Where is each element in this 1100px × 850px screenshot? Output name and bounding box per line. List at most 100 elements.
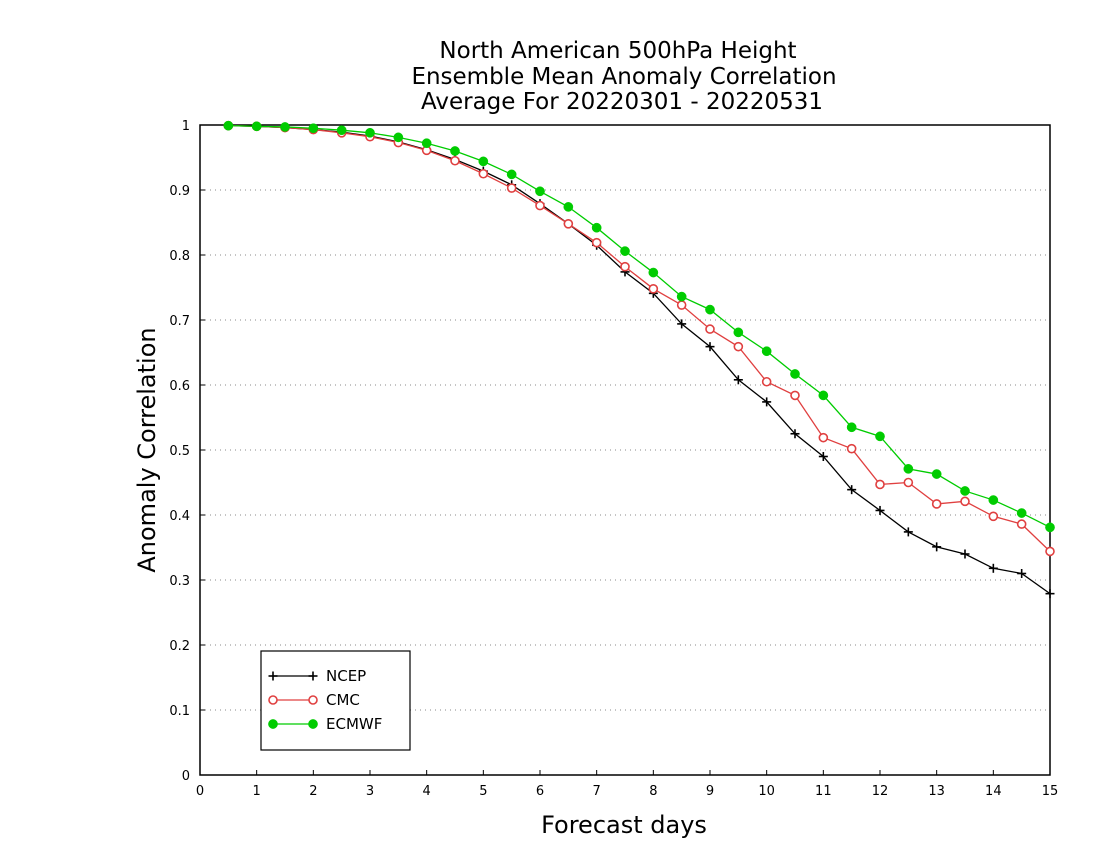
point-ecmwf-0 — [223, 120, 234, 131]
point-ncep-27 — [988, 563, 998, 573]
x-tick-label-12: 12 — [872, 784, 889, 799]
legend-marker-ncep-start — [268, 671, 278, 681]
y-tick-label-4: 0.4 — [169, 509, 190, 524]
y-tick-label-10: 1 — [182, 119, 190, 134]
chart-title: North American 500hPa Height Ensemble Me… — [411, 38, 836, 115]
legend-item-ecmwf: ECMWF — [268, 715, 382, 733]
point-ncep-16 — [677, 319, 687, 329]
x-tick-label-13: 13 — [928, 784, 945, 799]
point-cmc-20 — [790, 390, 800, 401]
x-tick-label-1: 1 — [253, 784, 261, 799]
point-cmc-11 — [535, 200, 545, 211]
point-ecmwf-12 — [563, 202, 574, 212]
point-ecmwf-11 — [535, 186, 545, 197]
y-tick-label-9: 0.9 — [169, 184, 190, 199]
x-tick-label-0: 0 — [196, 784, 204, 799]
legend-marker-ecmwf-end — [308, 719, 318, 729]
point-ecmwf-1 — [251, 121, 262, 132]
point-ncep-24 — [903, 527, 913, 537]
point-cmc-27 — [988, 511, 999, 522]
point-ecmwf-19 — [761, 346, 772, 357]
series-ecmwf — [223, 120, 1055, 533]
point-ecmwf-20 — [790, 369, 800, 379]
point-cmc-28 — [1016, 519, 1027, 529]
point-cmc-15 — [648, 283, 659, 294]
point-ecmwf-13 — [591, 222, 602, 233]
y-axis-title: Anomaly Correlation — [133, 327, 161, 572]
point-cmc-18 — [733, 341, 744, 352]
point-cmc-29 — [1045, 546, 1055, 557]
x-tick-label-3: 3 — [366, 784, 374, 799]
point-ncep-28 — [1017, 569, 1027, 578]
legend: NCEP CMC ECMWF — [260, 650, 411, 751]
legend-marker-ncep-end — [308, 671, 318, 681]
point-ecmwf-7 — [421, 138, 432, 149]
point-cmc-9 — [478, 168, 489, 179]
point-cmc-22 — [846, 443, 857, 454]
point-cmc-10 — [506, 183, 517, 193]
y-tick-label-5: 0.5 — [169, 444, 190, 459]
point-ecmwf-18 — [733, 327, 744, 338]
point-ecmwf-8 — [450, 146, 460, 156]
point-ncep-21 — [818, 452, 828, 461]
point-ncep-26 — [960, 549, 970, 559]
title-line-2: Ensemble Mean Anomaly Correlation — [411, 64, 836, 90]
point-cmc-13 — [591, 237, 602, 248]
point-cmc-17 — [705, 324, 715, 334]
point-cmc-19 — [761, 376, 772, 387]
legend-item-cmc: CMC — [268, 691, 360, 709]
point-ecmwf-28 — [1016, 508, 1027, 518]
x-tick-label-11: 11 — [815, 784, 832, 799]
point-ecmwf-22 — [846, 422, 857, 433]
title-line-3: Average For 20220301 - 20220531 — [421, 89, 823, 115]
point-ncep-22 — [847, 485, 857, 495]
y-tick-label-0: 0 — [182, 769, 190, 784]
x-tick-label-15: 15 — [1042, 784, 1059, 799]
series-line-ncep — [228, 125, 1051, 595]
point-ecmwf-24 — [903, 464, 914, 474]
x-tick-label-14: 14 — [985, 784, 1002, 799]
y-tick-label-6: 0.6 — [169, 379, 190, 394]
legend-marker-ecmwf-start — [268, 719, 278, 729]
y-tick-label-7: 0.7 — [169, 314, 190, 329]
point-ncep-20 — [790, 429, 800, 439]
y-axis: 0 0.1 0.2 0.3 0.4 0.5 0.6 0.7 0.8 0.9 1 — [169, 119, 205, 784]
legend-label-ecmwf: ECMWF — [326, 715, 382, 733]
point-ecmwf-3 — [308, 123, 319, 134]
point-ecmwf-14 — [620, 246, 630, 256]
point-ecmwf-29 — [1045, 522, 1055, 533]
legend-marker-cmc-start — [268, 695, 278, 705]
point-ecmwf-10 — [506, 169, 517, 180]
x-tick-label-6: 6 — [536, 784, 544, 799]
y-tick-label-8: 0.8 — [169, 249, 190, 264]
point-ecmwf-16 — [676, 291, 687, 302]
point-ncep-18 — [733, 375, 743, 385]
y-tick-label-1: 0.1 — [169, 704, 190, 719]
point-ecmwf-21 — [818, 390, 829, 401]
point-ecmwf-5 — [365, 127, 375, 138]
x-tick-label-10: 10 — [758, 784, 775, 799]
legend-marker-cmc-end — [308, 695, 318, 705]
x-axis: 0 1 2 3 4 5 6 7 8 9 10 11 12 13 14 15 — [196, 770, 1058, 799]
point-ecmwf-6 — [393, 132, 404, 143]
y-tick-label-2: 0.2 — [169, 639, 190, 654]
point-ecmwf-15 — [648, 267, 659, 278]
point-ncep-19 — [762, 397, 772, 407]
x-tick-label-2: 2 — [309, 784, 317, 799]
x-axis-title: Forecast days — [541, 811, 707, 839]
point-ecmwf-17 — [705, 304, 715, 315]
point-cmc-12 — [563, 219, 574, 229]
series-line-ecmwf — [228, 125, 1051, 528]
point-ncep-17 — [705, 342, 715, 352]
point-cmc-8 — [450, 155, 460, 166]
point-ecmwf-23 — [875, 431, 885, 442]
legend-item-ncep: NCEP — [268, 667, 366, 685]
point-cmc-16 — [676, 300, 687, 310]
title-line-1: North American 500hPa Height — [439, 38, 796, 64]
point-cmc-26 — [960, 496, 970, 507]
x-tick-label-4: 4 — [423, 784, 431, 799]
series-ncep — [223, 121, 1055, 599]
series-group — [223, 120, 1055, 599]
point-cmc-21 — [818, 432, 829, 443]
